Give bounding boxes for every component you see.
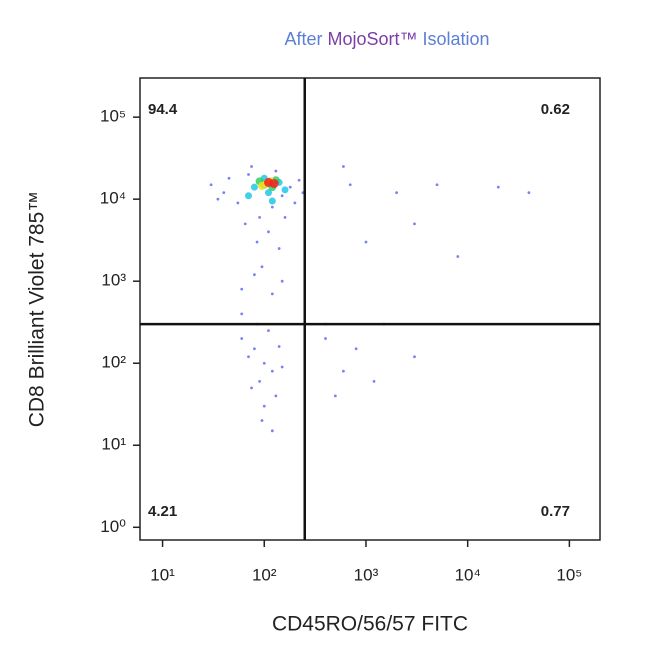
event-dot (496, 185, 500, 189)
event-dot (372, 380, 376, 383)
event-dot (268, 197, 276, 205)
event-dot (527, 191, 531, 195)
event-dot (281, 186, 289, 194)
event-dot (413, 222, 416, 226)
event-dot (240, 337, 244, 340)
event-dot (348, 183, 352, 187)
y-tick-label: 10⁰ (100, 517, 126, 536)
y-tick-label: 10⁵ (100, 107, 126, 126)
event-dot (253, 347, 256, 351)
event-dot (258, 215, 262, 219)
event-dot (240, 287, 244, 291)
quadrant-percent: 0.62 (541, 101, 570, 118)
x-axis-label: CD45RO/56/57 FITC (272, 613, 468, 636)
event-dot (297, 178, 301, 182)
y-tick-label: 10⁴ (100, 189, 126, 208)
event-dot (324, 337, 327, 340)
event-dot (395, 191, 398, 195)
quadrant-percent: 4.21 (148, 503, 177, 520)
event-dot (333, 394, 337, 398)
event-dot (227, 176, 231, 180)
event-dot (236, 201, 240, 205)
event-dot (280, 365, 284, 369)
event-dot (270, 292, 274, 296)
plot-frame (139, 77, 601, 541)
chart-title: After MojoSort™ Isolation (284, 29, 489, 49)
event-dot (270, 369, 274, 373)
event-dot (247, 355, 250, 359)
x-tick-label: 10¹ (150, 565, 175, 584)
event-dot (267, 230, 270, 234)
event-dot (260, 419, 264, 422)
title-part: Isolation (423, 29, 490, 49)
title-part: After (284, 29, 322, 49)
event-dot (222, 191, 226, 195)
event-dot (216, 197, 220, 201)
event-dot (280, 279, 284, 283)
event-dot (250, 386, 253, 390)
x-tick-label: 10⁵ (556, 565, 582, 584)
event-dot (245, 192, 253, 200)
event-dot (288, 185, 292, 189)
x-tick-label: 10² (252, 565, 277, 584)
y-tick-label: 10³ (101, 271, 126, 290)
event-dot (342, 369, 345, 373)
event-dot (354, 347, 358, 351)
event-dot (255, 240, 259, 244)
event-dot (250, 183, 258, 191)
event-dot (280, 194, 284, 198)
event-dot (270, 429, 274, 433)
event-dot (270, 205, 274, 209)
event-dot (262, 404, 266, 408)
x-tick-label: 10⁴ (455, 565, 481, 584)
event-dot (262, 361, 266, 365)
event-dot (253, 273, 256, 277)
title-part: MojoSort™ (327, 29, 417, 49)
event-dot (267, 329, 270, 332)
event-dot (274, 169, 278, 173)
quadrant-percent: 0.77 (541, 503, 570, 520)
event-dot (240, 312, 244, 316)
y-tick-label: 10¹ (101, 435, 126, 454)
event-dot (209, 183, 213, 187)
event-dot (413, 355, 416, 359)
y-axis-label: CD8 Brilliant Violet 785™ (26, 191, 49, 428)
event-dot (274, 394, 278, 398)
y-tick-label: 10² (101, 353, 126, 372)
event-dot (250, 165, 253, 168)
event-dot (258, 380, 262, 383)
event-dot (293, 201, 297, 205)
quadrant-percent: 94.4 (148, 101, 178, 118)
event-dot (277, 345, 281, 348)
event-dot (342, 165, 345, 168)
x-tick-label: 10³ (354, 565, 379, 584)
event-dot (456, 255, 460, 258)
event-dot (247, 173, 250, 176)
event-dot (260, 265, 264, 269)
event-dot (283, 215, 287, 219)
event-dot (243, 222, 247, 226)
event-dot (258, 181, 267, 190)
event-dot (269, 179, 279, 189)
event-dot (364, 240, 368, 244)
event-dot (264, 189, 272, 197)
event-dot (435, 183, 439, 187)
event-dot (277, 247, 281, 250)
